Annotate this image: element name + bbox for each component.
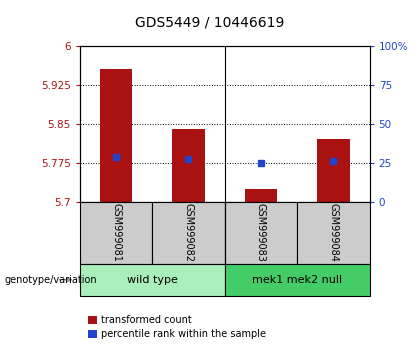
Bar: [317, 139, 350, 202]
Bar: [80, 264, 225, 296]
Text: GSM999081: GSM999081: [111, 203, 121, 262]
Bar: [225, 264, 370, 296]
Bar: [80, 202, 152, 264]
Bar: [172, 129, 205, 202]
Text: GSM999083: GSM999083: [256, 203, 266, 262]
Text: genotype/variation: genotype/variation: [4, 275, 97, 285]
Text: mek1 mek2 null: mek1 mek2 null: [252, 275, 342, 285]
Text: percentile rank within the sample: percentile rank within the sample: [101, 329, 266, 339]
Text: GDS5449 / 10446619: GDS5449 / 10446619: [135, 16, 285, 30]
Bar: [244, 189, 277, 202]
Text: GSM999084: GSM999084: [328, 203, 339, 262]
Text: wild type: wild type: [127, 275, 178, 285]
Bar: [152, 202, 225, 264]
Bar: [225, 202, 297, 264]
Bar: [297, 202, 370, 264]
Bar: [100, 69, 132, 202]
Text: transformed count: transformed count: [101, 315, 192, 325]
Text: GSM999082: GSM999082: [184, 203, 194, 262]
